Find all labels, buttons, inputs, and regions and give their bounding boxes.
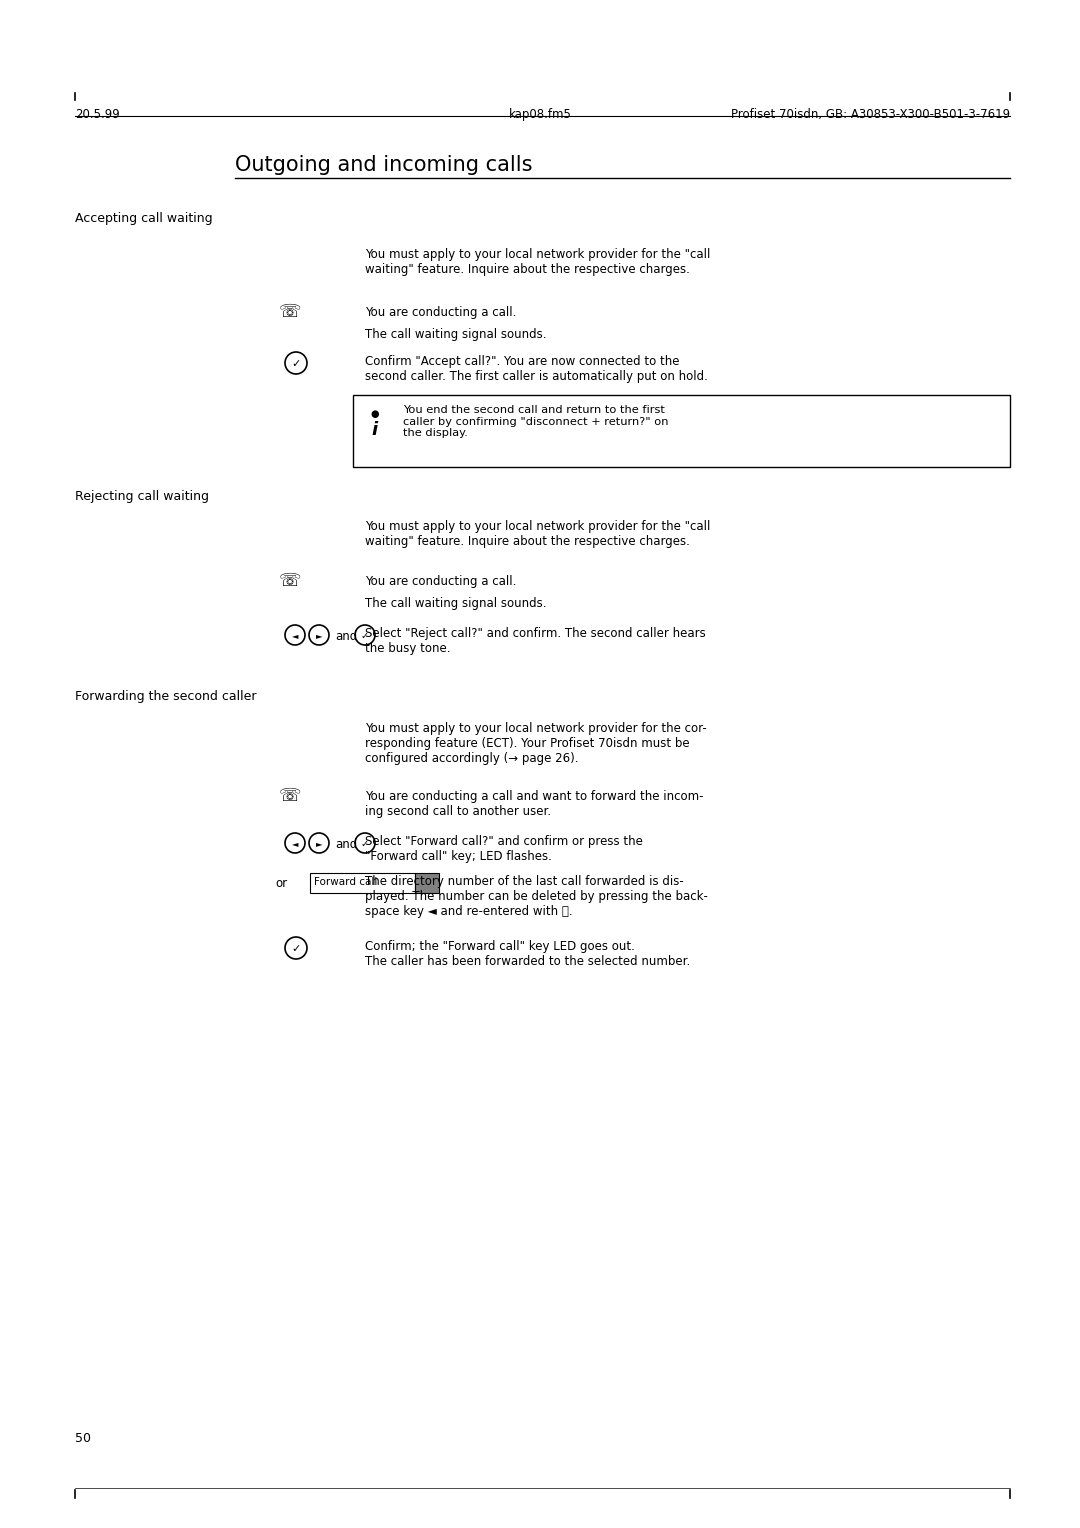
Text: You end the second call and return to the first
caller by confirming "disconnect: You end the second call and return to th… <box>403 405 669 439</box>
Text: ✓: ✓ <box>361 839 369 850</box>
Text: ✓: ✓ <box>361 631 369 642</box>
Text: ✓: ✓ <box>292 944 300 953</box>
Text: 50: 50 <box>75 1432 91 1445</box>
Text: Forward call: Forward call <box>314 877 377 886</box>
Text: Confirm "Accept call?". You are now connected to the
second caller. The first ca: Confirm "Accept call?". You are now conn… <box>365 354 707 384</box>
Text: ☏: ☏ <box>279 303 301 321</box>
Text: ►: ► <box>315 839 322 848</box>
FancyBboxPatch shape <box>310 872 415 892</box>
Text: kap08.fm5: kap08.fm5 <box>509 108 571 121</box>
Text: ●: ● <box>370 410 379 419</box>
Text: i: i <box>372 422 378 439</box>
Text: Forwarding the second caller: Forwarding the second caller <box>75 691 257 703</box>
Text: ◄: ◄ <box>292 631 298 640</box>
Text: 20.5.99: 20.5.99 <box>75 108 120 121</box>
Text: and: and <box>335 630 357 642</box>
Text: You must apply to your local network provider for the "call
waiting" feature. In: You must apply to your local network pro… <box>365 520 711 549</box>
Text: ☏: ☏ <box>279 571 301 590</box>
Text: or: or <box>275 877 287 889</box>
Text: The call waiting signal sounds.: The call waiting signal sounds. <box>365 597 546 610</box>
Text: Select "Reject call?" and confirm. The second caller hears
the busy tone.: Select "Reject call?" and confirm. The s… <box>365 626 705 656</box>
FancyBboxPatch shape <box>415 872 438 892</box>
FancyBboxPatch shape <box>353 396 1010 468</box>
Text: The directory number of the last call forwarded is dis-
played. The number can b: The directory number of the last call fo… <box>365 876 707 918</box>
Text: The call waiting signal sounds.: The call waiting signal sounds. <box>365 329 546 341</box>
Text: Rejecting call waiting: Rejecting call waiting <box>75 490 210 503</box>
Text: You are conducting a call.: You are conducting a call. <box>365 575 516 588</box>
Text: ✓: ✓ <box>292 359 300 368</box>
Text: You are conducting a call.: You are conducting a call. <box>365 306 516 319</box>
Text: and: and <box>335 837 357 851</box>
Text: ◄: ◄ <box>292 839 298 848</box>
Text: ☏: ☏ <box>279 787 301 805</box>
Text: Outgoing and incoming calls: Outgoing and incoming calls <box>235 154 532 176</box>
Text: ►: ► <box>315 631 322 640</box>
Text: You must apply to your local network provider for the "call
waiting" feature. In: You must apply to your local network pro… <box>365 248 711 277</box>
Text: You are conducting a call and want to forward the incom-
ing second call to anot: You are conducting a call and want to fo… <box>365 790 703 817</box>
Text: Confirm; the "Forward call" key LED goes out.
The caller has been forwarded to t: Confirm; the "Forward call" key LED goes… <box>365 940 690 969</box>
Text: Select "Forward call?" and confirm or press the
"Forward call" key; LED flashes.: Select "Forward call?" and confirm or pr… <box>365 834 643 863</box>
Text: Profiset 70isdn, GB: A30853-X300-B501-3-7619: Profiset 70isdn, GB: A30853-X300-B501-3-… <box>731 108 1010 121</box>
Text: Accepting call waiting: Accepting call waiting <box>75 212 213 225</box>
Text: You must apply to your local network provider for the cor-
responding feature (E: You must apply to your local network pro… <box>365 723 706 766</box>
